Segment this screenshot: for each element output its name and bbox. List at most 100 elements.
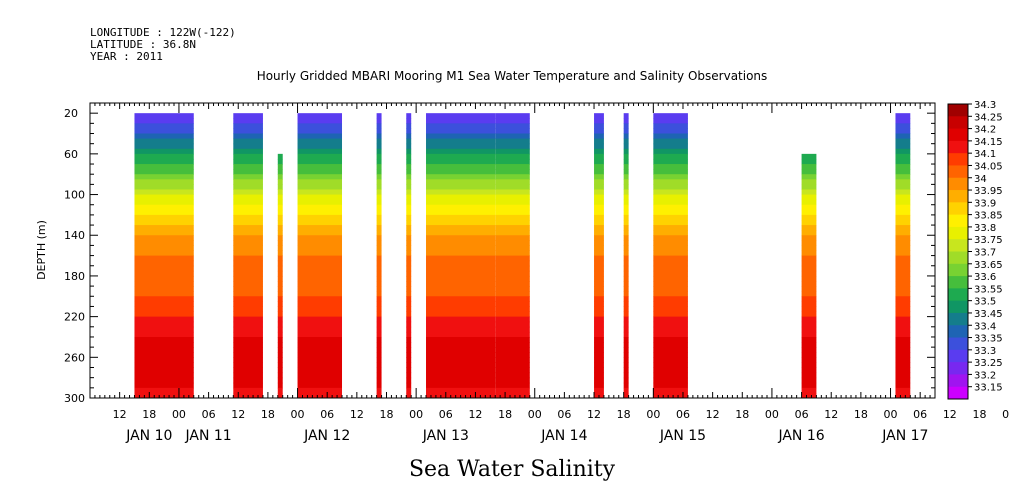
salinity-cell — [653, 214, 688, 221]
salinity-cell — [277, 245, 283, 251]
salinity-cell — [233, 199, 263, 206]
salinity-cell — [134, 235, 194, 241]
salinity-cell — [233, 255, 263, 262]
salinity-cell — [895, 316, 911, 323]
salinity-cell — [233, 336, 263, 343]
salinity-cell — [594, 214, 604, 221]
salinity-cell — [623, 342, 629, 348]
salinity-cell — [277, 367, 283, 374]
salinity-cell — [653, 336, 688, 343]
salinity-cell — [594, 362, 604, 368]
salinity-cell — [233, 214, 263, 221]
salinity-cell — [495, 270, 530, 277]
salinity-cell — [594, 143, 604, 150]
salinity-cell — [134, 169, 194, 175]
x-hour-label: 06 — [913, 408, 927, 421]
salinity-cell — [406, 362, 412, 368]
salinity-cell — [134, 153, 194, 160]
salinity-cell — [277, 184, 283, 190]
salinity-cell — [376, 169, 382, 175]
x-date-label: JAN 12 — [303, 428, 350, 444]
salinity-cell — [134, 275, 194, 282]
salinity-cell — [277, 336, 283, 343]
salinity-cell — [277, 291, 283, 297]
salinity-cell — [134, 260, 194, 267]
salinity-cell — [297, 286, 343, 292]
salinity-cell — [297, 133, 343, 140]
salinity-cell — [297, 143, 343, 150]
salinity-cell — [653, 194, 688, 201]
salinity-cell — [495, 235, 530, 241]
salinity-cell — [594, 331, 604, 338]
salinity-cell — [495, 148, 530, 155]
salinity-cell — [297, 245, 343, 251]
salinity-cell — [297, 260, 343, 267]
salinity-cell — [623, 296, 629, 302]
salinity-cell — [495, 387, 530, 394]
salinity-cell — [233, 138, 263, 145]
salinity-cell — [594, 225, 604, 231]
salinity-cell — [297, 184, 343, 190]
salinity-cell — [653, 204, 688, 211]
colorbar-label: 33.75 — [974, 235, 1003, 246]
salinity-cell — [134, 291, 194, 297]
salinity-cell — [406, 230, 412, 236]
salinity-cell — [495, 336, 530, 343]
salinity-cell — [895, 123, 911, 129]
salinity-cell — [134, 326, 194, 333]
colorbar-swatch — [948, 325, 968, 339]
salinity-cell — [623, 255, 629, 262]
salinity-cell — [594, 342, 604, 348]
salinity-cell — [594, 230, 604, 236]
salinity-cell — [426, 377, 496, 384]
salinity-cell — [895, 331, 911, 338]
salinity-cell — [801, 357, 817, 363]
colorbar-label: 33.7 — [974, 248, 996, 259]
salinity-cell — [895, 158, 911, 165]
salinity-cell — [594, 291, 604, 297]
salinity-cell — [297, 377, 343, 384]
salinity-cell — [895, 372, 911, 379]
salinity-cell — [134, 143, 194, 150]
salinity-cell — [406, 347, 412, 353]
salinity-cell — [623, 169, 629, 175]
colorbar-swatch — [948, 362, 968, 375]
salinity-cell — [895, 367, 911, 374]
salinity-cell — [895, 352, 911, 358]
salinity-cell — [426, 372, 496, 379]
salinity-cell — [376, 372, 382, 379]
salinity-cell — [895, 189, 911, 196]
colorbar-label: 34.2 — [974, 125, 996, 136]
x-hour-label: 12 — [231, 408, 245, 421]
colorbar-label: 34.15 — [974, 137, 1003, 148]
x-hour-label: 18 — [972, 408, 986, 421]
salinity-cell — [594, 265, 604, 272]
salinity-cell — [623, 128, 629, 135]
salinity-cell — [623, 311, 629, 318]
salinity-cell — [623, 225, 629, 231]
data-segment — [277, 153, 283, 399]
salinity-cell — [801, 367, 817, 374]
data-segment — [594, 113, 604, 399]
salinity-cell — [406, 133, 412, 140]
salinity-cell — [623, 143, 629, 150]
salinity-cell — [426, 118, 496, 124]
salinity-cell — [277, 311, 283, 318]
salinity-cell — [376, 362, 382, 368]
salinity-cell — [233, 204, 263, 211]
salinity-cell — [426, 270, 496, 277]
salinity-cell — [426, 219, 496, 226]
x-hour-label: 00 — [884, 408, 898, 421]
salinity-cell — [495, 128, 530, 135]
year-label: YEAR : 2011 — [90, 50, 163, 63]
salinity-cell — [277, 387, 283, 394]
salinity-cell — [653, 342, 688, 348]
salinity-cell — [376, 275, 382, 282]
salinity-cell — [376, 179, 382, 185]
data-segment — [233, 113, 263, 399]
salinity-cell — [297, 372, 343, 379]
salinity-cell — [801, 347, 817, 353]
salinity-cell — [801, 240, 817, 246]
salinity-cell — [406, 260, 412, 267]
salinity-cell — [495, 342, 530, 348]
